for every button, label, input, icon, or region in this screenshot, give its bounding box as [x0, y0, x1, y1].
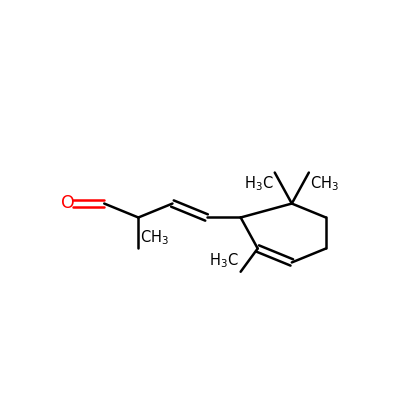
Text: CH$_3$: CH$_3$: [310, 174, 339, 193]
Text: H$_3$C: H$_3$C: [244, 174, 273, 193]
Text: CH$_3$: CH$_3$: [140, 228, 169, 247]
Text: O: O: [61, 194, 74, 212]
Text: H$_3$C: H$_3$C: [210, 252, 239, 270]
